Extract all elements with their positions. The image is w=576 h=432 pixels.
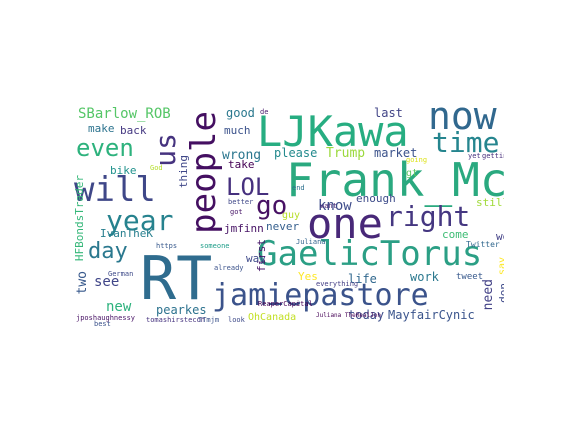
word-mayfaircynic: MayfairCynic	[388, 308, 475, 322]
word-please: please	[274, 146, 318, 160]
word-people: people	[184, 111, 224, 234]
word-yet: yet	[468, 152, 481, 160]
word-way: way	[246, 252, 266, 265]
word-sbarlow-rob: SBarlow_ROB	[78, 106, 171, 122]
word-two: two	[75, 271, 90, 295]
word-gaelictorus: GaelicTorus	[257, 234, 483, 274]
word-tweet: tweet	[456, 272, 484, 282]
word-day: day	[88, 239, 128, 264]
word-still: still	[476, 196, 504, 209]
word-ivanthek: IvanTheK	[100, 227, 153, 240]
word-don: don	[497, 283, 504, 303]
word-already: already	[214, 264, 244, 272]
word-trump: Trump	[326, 146, 366, 161]
word-jposhaughnessy: jposhaughnessy	[76, 314, 136, 322]
word-better: better	[228, 198, 254, 206]
word-new: new	[106, 299, 132, 315]
word-say: say	[497, 257, 504, 276]
word-bike: bike	[110, 164, 137, 177]
word-even: even	[76, 134, 134, 162]
word-life: life	[348, 272, 377, 286]
word-best: best	[94, 320, 111, 328]
word-make: make	[88, 122, 115, 135]
word-getting: getting	[482, 152, 504, 160]
word-year: year	[106, 204, 174, 237]
word-guy: guy	[282, 210, 301, 221]
word-lol: LOL	[226, 173, 270, 201]
word-everything: everything	[316, 280, 359, 288]
word-god: God	[150, 164, 163, 172]
word-pearkes: pearkes	[156, 303, 207, 317]
word-one: one	[307, 199, 383, 248]
word-much: much	[224, 124, 251, 137]
word-someone: someone	[200, 242, 230, 250]
word-end: end	[292, 184, 305, 192]
word-will: will	[74, 170, 156, 210]
word-take: take	[228, 158, 255, 171]
word-now: now	[428, 103, 497, 138]
word-got: got	[230, 208, 243, 216]
word-jmfinn: jmfinn	[224, 222, 264, 235]
word-last: last	[374, 106, 403, 120]
word-de: de	[260, 108, 269, 116]
word-come: come	[442, 228, 469, 241]
word-gt: gt	[406, 168, 419, 179]
word-want: want	[320, 202, 337, 210]
word-going: going	[406, 156, 428, 164]
word-reapercapital: ReaperCapital	[258, 300, 313, 308]
word-enough: enough	[356, 192, 396, 205]
word-ttmjm: TTmjm	[198, 316, 220, 324]
word-know: know	[318, 198, 352, 214]
word-tomashirstecon: tomashirstecon	[146, 316, 206, 324]
word-frank-mcg: Frank_McG	[286, 153, 504, 207]
word-thing: thing	[177, 155, 190, 189]
word-twitter: Twitter	[466, 240, 500, 249]
word-look: look	[228, 316, 245, 324]
word-good: good	[226, 106, 255, 120]
word-go: go	[256, 191, 288, 221]
word-ljkawa: LJKawa	[257, 107, 409, 156]
word-german: German	[108, 270, 134, 278]
word-today: today	[348, 308, 385, 322]
word-need: need	[481, 279, 496, 311]
word-hfbondstrader: HFBondsTrader	[73, 175, 86, 262]
word-juliana: Juliana	[296, 238, 326, 246]
word-jamiepastore: jamiepastore	[212, 278, 429, 313]
word-see: see	[94, 274, 120, 290]
word-us: us	[149, 133, 182, 167]
word-market: market	[374, 146, 418, 160]
word-ohcanada: OhCanada	[248, 312, 297, 323]
word-back: back	[120, 124, 147, 137]
word-right: right	[386, 200, 471, 233]
word-never: never	[266, 220, 300, 233]
word-https: https	[156, 242, 178, 250]
word-first: first	[255, 239, 268, 273]
word-wrong: wrong	[222, 148, 262, 163]
word-juliana-therealjon: Juliana TheRealJon	[316, 312, 382, 319]
word-work: work	[410, 270, 439, 284]
word-cloud: RT Frank_McG GaelicTorus jamiepastore LJ…	[72, 103, 504, 329]
word-rt: RT	[140, 244, 213, 314]
word-time: time	[432, 126, 500, 159]
word-well: well	[496, 230, 504, 243]
word-yes: Yes	[298, 270, 318, 283]
